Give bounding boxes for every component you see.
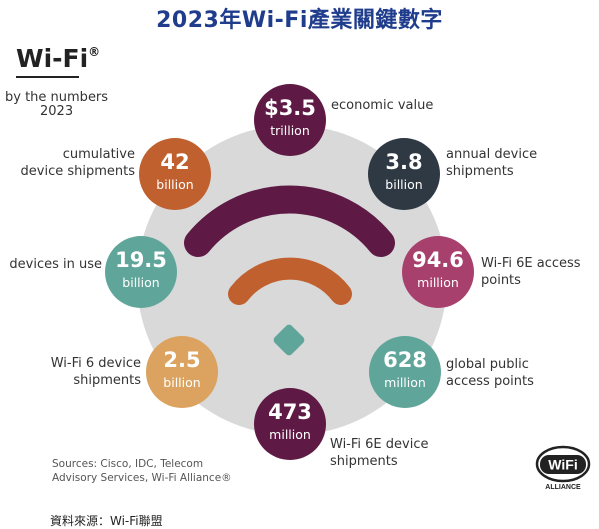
label-wifi6e-access-points: Wi-Fi 6E access points (481, 256, 581, 288)
stat-devices-in-use: 19.5 billion (105, 236, 177, 308)
brand-tagline: by the numbers (5, 90, 109, 105)
stat-economic-value: $3.5 trillion (254, 84, 326, 156)
label-economic-value: economic value (331, 98, 434, 113)
label-annual-device-shipments: annual device shipments (446, 147, 538, 179)
stat-global-public-access-points: 628 million (369, 336, 441, 408)
stat-wifi6e-device-shipments: 473 million (254, 388, 326, 460)
sources-note: Sources: Cisco, IDC, Telecom Advisory Ser… (52, 458, 232, 484)
label-cumulative-device-shipments: cumulative device shipments (20, 147, 135, 179)
svg-text:WiFi: WiFi (548, 457, 577, 473)
brand-year: 2023 (40, 104, 74, 119)
stat-wifi6-device-shipments: 2.5 billion (146, 336, 218, 408)
stat-cumulative-device-shipments: 42 billion (139, 138, 211, 210)
wifi-arc-inner (228, 257, 352, 305)
page-title: 2023年Wi-Fi產業關鍵數字 (156, 8, 443, 33)
wifi-alliance-logo: WiFi ALLIANCE (535, 444, 591, 496)
label-global-public-access-points: global public access points (446, 357, 534, 389)
wifi-dot-diamond (273, 324, 305, 356)
stat-wifi6e-access-points: 94.6 million (402, 236, 474, 308)
wifi-brand-title: Wi-Fi® (16, 44, 101, 73)
brand-underline (16, 76, 79, 78)
label-wifi6-device-shipments: Wi-Fi 6 device shipments (50, 356, 141, 388)
wifi-arc-outer (184, 185, 395, 257)
svg-text:ALLIANCE: ALLIANCE (545, 484, 581, 491)
stat-annual-device-shipments: 3.8 billion (368, 138, 440, 210)
label-devices-in-use: devices in use (9, 257, 102, 272)
label-wifi6e-device-shipments: Wi-Fi 6E device shipments (330, 437, 429, 469)
footer-source: 資料來源：Wi-Fi聯盟 (50, 514, 163, 528)
